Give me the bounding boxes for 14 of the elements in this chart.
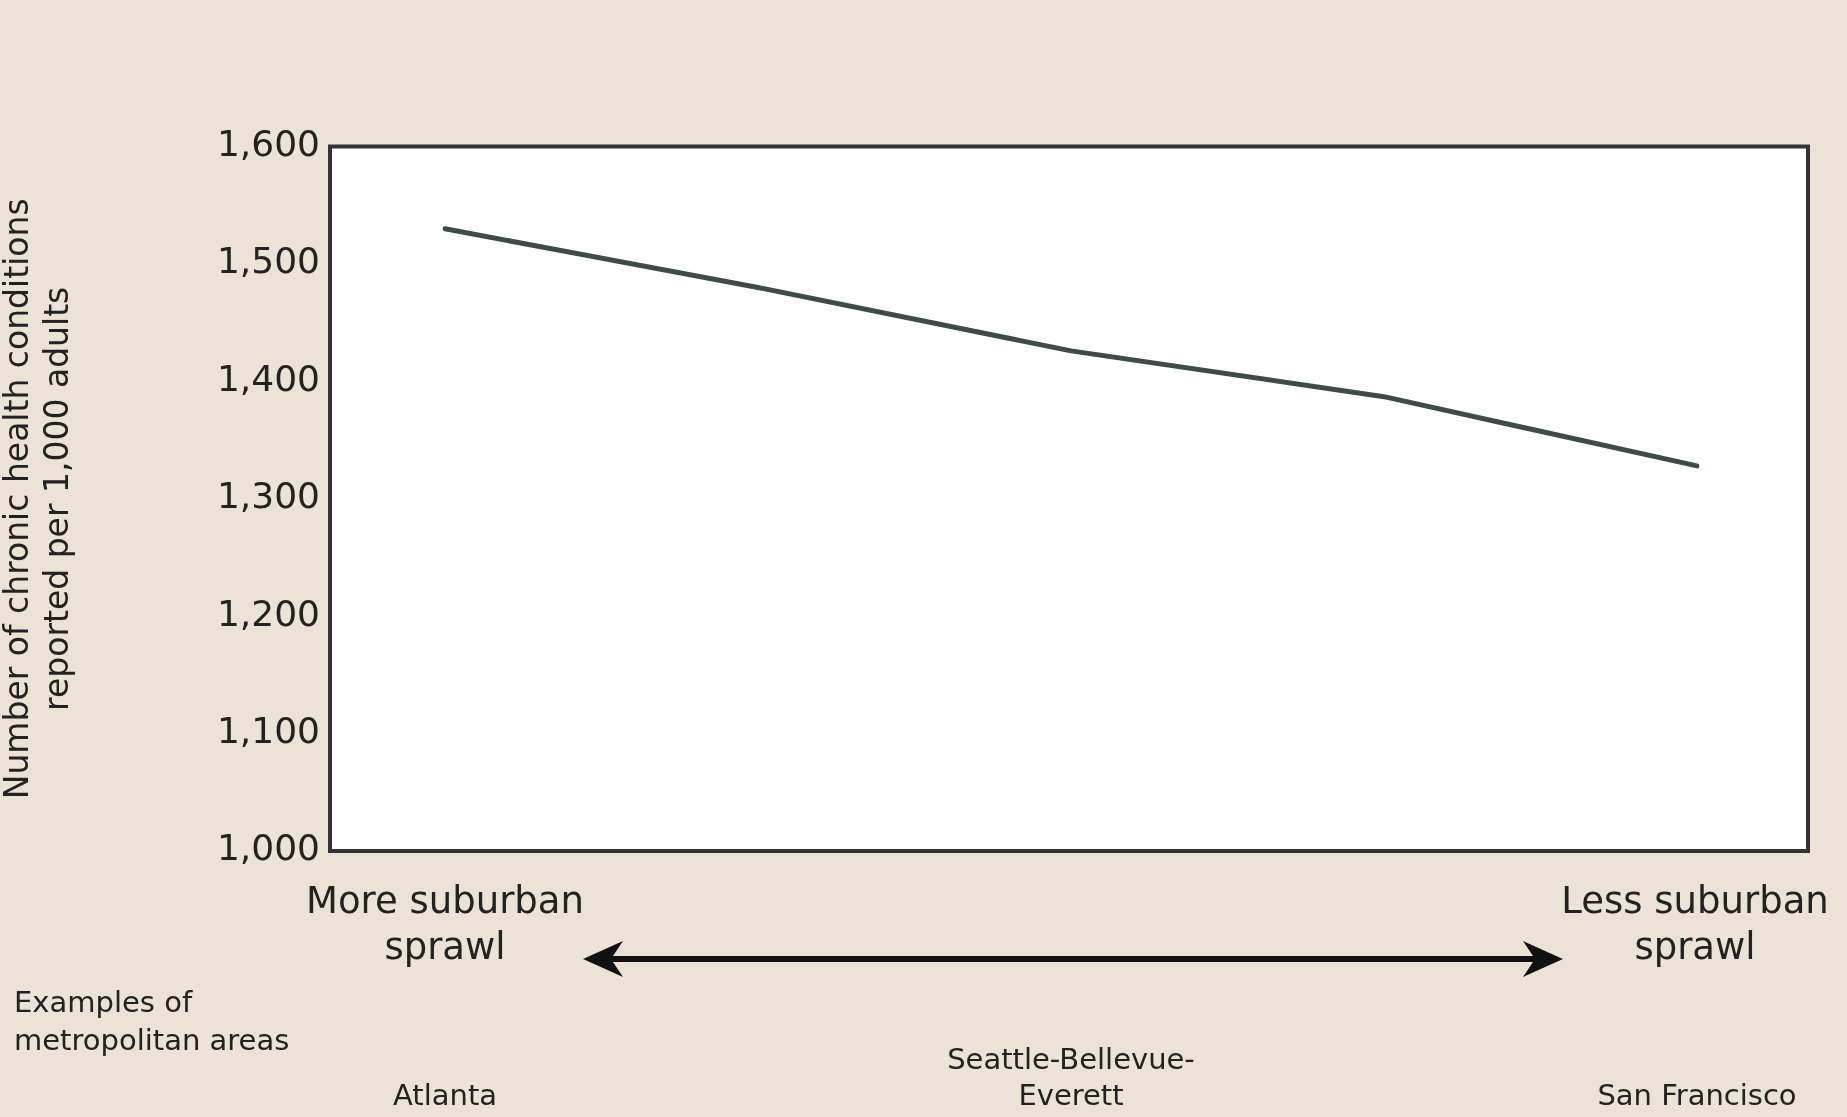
y-tick-label: 1,200 — [216, 592, 320, 634]
text: Less suburban sprawl — [1560, 878, 1830, 971]
y-tick-label: 1,300 — [216, 475, 320, 517]
y-tick-label: 1,600 — [216, 122, 320, 164]
text: Examples of metropolitan areas — [14, 984, 291, 1059]
y-axis-title: Number of chronic health conditions reported per 1,000 adults — [0, 198, 76, 800]
y-tick-label: 1,100 — [216, 709, 320, 751]
x-tick-label: San Francisco — [1597, 1078, 1797, 1113]
y-tick-label: 1,000 — [216, 827, 320, 869]
y-tick-label: 1,500 — [216, 240, 320, 282]
x-tick-label: Seattle-Bellevue-Everett — [947, 1042, 1195, 1113]
text: More suburban sprawl — [305, 878, 585, 971]
y-tick-label: 1,400 — [216, 357, 320, 399]
x-tick-label: Atlanta — [392, 1078, 498, 1113]
